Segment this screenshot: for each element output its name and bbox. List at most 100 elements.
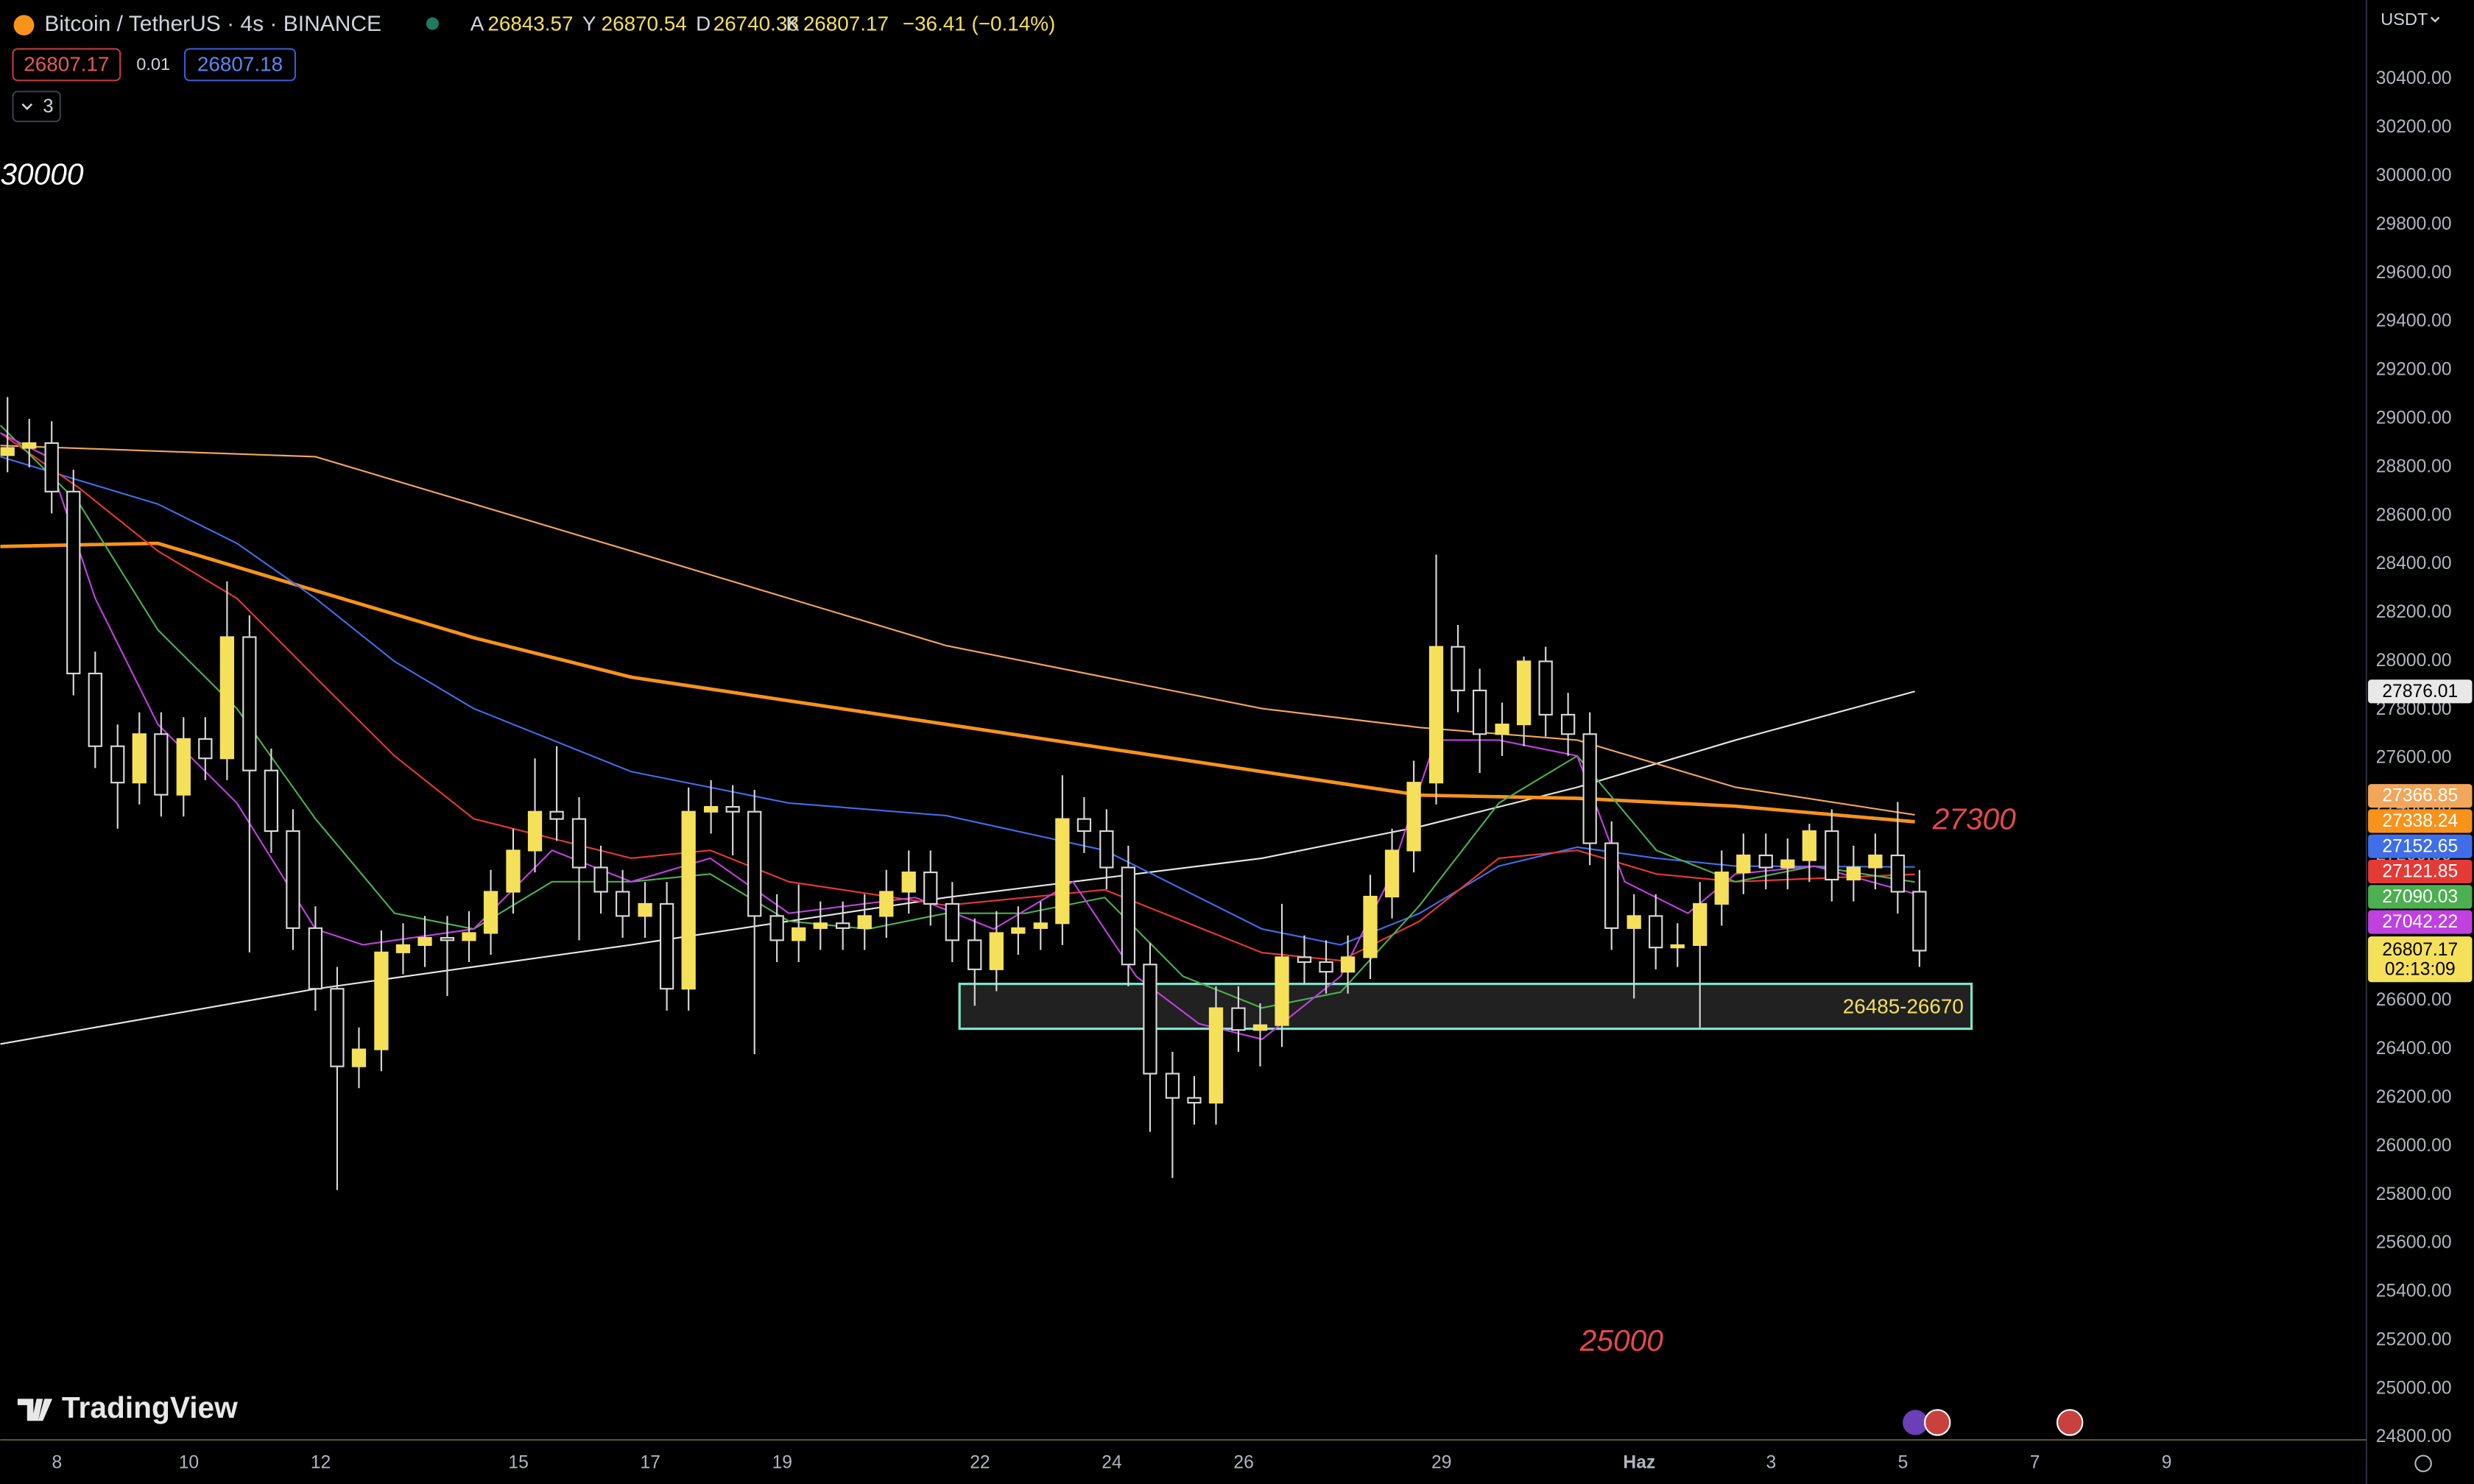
candle-body (1802, 830, 1816, 861)
symbol-title[interactable]: Bitcoin / TetherUS · 4s · BINANCE (44, 12, 381, 36)
candle-body (549, 810, 564, 820)
candle-body (571, 818, 587, 869)
candle-body (88, 672, 102, 747)
candle-body (638, 902, 652, 917)
y-tick-label: 30200.00 (2376, 117, 2452, 137)
candle-body (1780, 859, 1795, 869)
candle-body (659, 902, 674, 990)
candle-body (1363, 895, 1378, 958)
annotation: 25000 (1579, 1324, 1664, 1357)
candle-body (1627, 915, 1641, 929)
settings-icon[interactable] (2414, 1455, 2432, 1472)
candle-body (1055, 818, 1070, 925)
price-tag-label: 27042.22 (2382, 912, 2458, 932)
price-tag (2368, 809, 2473, 833)
x-tick-label: 8 (52, 1453, 63, 1473)
candle-body (1693, 902, 1708, 946)
ohlc-key: D (696, 13, 711, 35)
candle-body (989, 932, 1004, 970)
price-tag (2368, 784, 2473, 808)
sell-button[interactable] (12, 48, 121, 82)
event-icon[interactable] (2056, 1409, 2084, 1436)
candle-body (1384, 849, 1400, 898)
candle-body (1319, 961, 1333, 973)
candle-body (1011, 927, 1026, 934)
candle-body (1187, 1097, 1202, 1104)
candle-body (1846, 866, 1861, 881)
candle-body (1890, 854, 1905, 893)
buy-button[interactable] (183, 48, 297, 82)
candle-body (813, 922, 828, 929)
price-tag (2368, 679, 2473, 704)
candle-body (1604, 842, 1619, 929)
candle-body (1516, 660, 1532, 726)
indicator-count: 3 (43, 96, 53, 116)
candle-body (0, 447, 15, 456)
sell-price: 26807.17 (24, 52, 109, 75)
y-tick-label: 29800.00 (2376, 214, 2452, 234)
candle-body (219, 636, 235, 760)
brand: TradingView (62, 1391, 238, 1424)
price-tag (2368, 859, 2473, 884)
ohlc-value: 26843.57 (487, 13, 573, 35)
candle-body (615, 891, 630, 917)
moving-average (0, 541, 1915, 824)
x-tick-label: 5 (1898, 1453, 1909, 1473)
candle-body (1582, 733, 1597, 844)
ohlc-value: 26807.17 (803, 13, 889, 35)
plot-area: 26485-26670 30000 27300 25000 (0, 157, 2016, 1357)
moving-average (0, 445, 1915, 816)
candle-body (1275, 956, 1289, 1026)
currency[interactable]: USDT (2380, 10, 2428, 29)
price-tag (2368, 910, 2473, 934)
x-tick-label: 19 (772, 1453, 792, 1473)
annotation: 30000 (0, 157, 84, 191)
candle-body (264, 769, 279, 833)
candle-body (1714, 872, 1729, 905)
y-tick-label: 29000.00 (2376, 408, 2452, 428)
candle-body (1538, 660, 1553, 716)
candle-body (440, 936, 455, 941)
candle-body (1165, 1073, 1180, 1099)
candle-body (1495, 724, 1509, 735)
y-tick-label: 28000.00 (2376, 651, 2452, 671)
zone-label: 26485-26670 (1843, 995, 1964, 1018)
candle-body (330, 988, 345, 1067)
price-tag-label: 27366.85 (2382, 786, 2458, 806)
market-status[interactable] (426, 17, 439, 30)
candle-body (1451, 646, 1465, 692)
candle-body (242, 636, 257, 771)
candle-body (1473, 689, 1487, 735)
candle-body (1208, 1007, 1224, 1104)
candle-body (1143, 964, 1157, 1075)
candle-body (1297, 956, 1312, 964)
y-tick-label: 25000.00 (2376, 1378, 2452, 1398)
price-tag-label: 27338.24 (2382, 811, 2458, 831)
y-tick-label: 24800.00 (2376, 1427, 2452, 1446)
y-tick-label: 25600.00 (2376, 1233, 2452, 1253)
ohlc-key: A (471, 13, 484, 35)
moving-average (0, 432, 1915, 962)
y-tick-label: 26000.00 (2376, 1136, 2452, 1156)
candle-body (725, 806, 740, 813)
candle-body (176, 738, 191, 796)
indicator-toggle[interactable] (12, 91, 61, 123)
ohlc-change: −36.41 (−0.14%) (903, 13, 1055, 35)
x-tick-label: 3 (1766, 1453, 1777, 1473)
candle-body (1560, 713, 1576, 735)
candle-body (1649, 915, 1663, 949)
candle-body (836, 922, 850, 929)
candle-body (1033, 922, 1048, 929)
price-tag-label: 27090.03 (2382, 887, 2458, 907)
y-tick-label: 26600.00 (2376, 990, 2452, 1010)
last-price-tag (2368, 936, 2473, 983)
event-icon[interactable] (1903, 1410, 1928, 1435)
x-tick-label: 10 (179, 1453, 199, 1473)
event-icon[interactable] (1924, 1409, 1951, 1436)
candle-body (198, 738, 213, 760)
candle-body (593, 866, 608, 893)
x-tick-label: 22 (970, 1453, 990, 1473)
ohlc-key: Y (582, 13, 596, 35)
candle-body (792, 927, 806, 941)
